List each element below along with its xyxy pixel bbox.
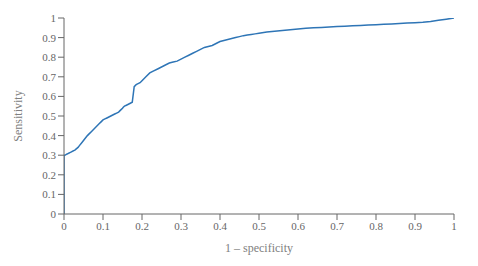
svg-text:0.5: 0.5 [252, 220, 266, 232]
svg-text:1 – specificity: 1 – specificity [225, 241, 293, 255]
svg-text:0.4: 0.4 [42, 130, 56, 142]
svg-text:0.6: 0.6 [42, 90, 56, 102]
svg-text:0.5: 0.5 [42, 110, 56, 122]
svg-text:0.1: 0.1 [96, 220, 110, 232]
svg-text:0.3: 0.3 [174, 220, 188, 232]
svg-text:0.9: 0.9 [408, 220, 422, 232]
svg-text:0.2: 0.2 [42, 169, 56, 181]
svg-text:1: 1 [51, 12, 57, 24]
svg-text:0.9: 0.9 [42, 32, 56, 44]
svg-text:0: 0 [51, 208, 57, 220]
svg-text:0.2: 0.2 [135, 220, 149, 232]
svg-text:1: 1 [451, 220, 457, 232]
svg-text:0.4: 0.4 [213, 220, 227, 232]
svg-text:0.3: 0.3 [42, 149, 56, 161]
svg-text:0.1: 0.1 [42, 188, 56, 200]
svg-text:0.8: 0.8 [42, 51, 56, 63]
svg-text:0.7: 0.7 [330, 220, 344, 232]
svg-text:Sensitivity: Sensitivity [11, 90, 25, 141]
svg-text:0: 0 [61, 220, 67, 232]
svg-text:0.8: 0.8 [369, 220, 383, 232]
svg-text:0.6: 0.6 [291, 220, 305, 232]
svg-text:0.7: 0.7 [42, 71, 56, 83]
